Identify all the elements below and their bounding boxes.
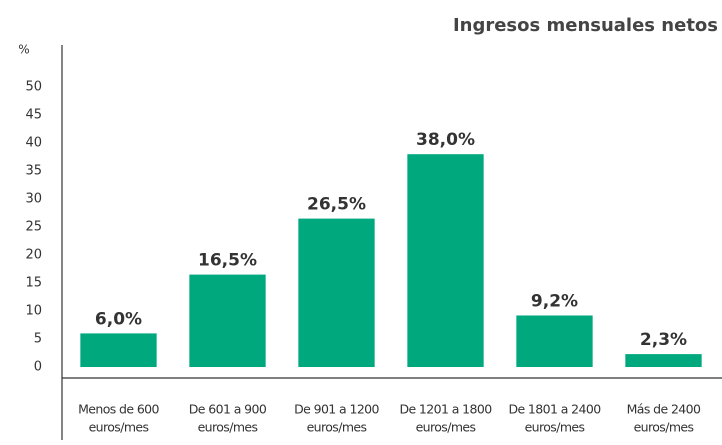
y-tick-label: 45: [25, 108, 42, 123]
y-tick-label: 50: [25, 80, 42, 95]
x-tick-label: Más de 2400: [627, 402, 701, 417]
y-tick-label: 0: [34, 360, 42, 375]
value-label: 16,5%: [198, 251, 257, 271]
y-tick-label: 40: [25, 136, 42, 151]
bar: [625, 354, 702, 367]
value-label: 2,3%: [640, 330, 687, 350]
y-axis-label: %: [18, 43, 29, 57]
chart-title: Ingresos mensuales netos: [453, 15, 718, 36]
y-tick-label: 10: [25, 304, 42, 319]
y-tick-label: 5: [34, 332, 42, 347]
y-tick-label: 15: [25, 276, 42, 291]
value-label: 6,0%: [95, 309, 142, 329]
x-tick-label: De 1201 a 1800: [399, 402, 492, 417]
y-tick-label: 25: [25, 220, 42, 235]
x-tick-label: De 1801 a 2400: [508, 402, 601, 417]
bar: [298, 218, 375, 367]
value-label: 26,5%: [307, 195, 366, 215]
x-tick-label: De 901 a 1200: [294, 402, 379, 417]
x-tick-label: euros/mes: [198, 420, 258, 435]
x-tick-label: euros/mes: [525, 420, 585, 435]
bar: [80, 333, 157, 367]
value-label: 38,0%: [416, 130, 475, 150]
x-tick-label: Menos de 600: [78, 402, 159, 417]
bar: [407, 154, 484, 367]
x-tick-label: euros/mes: [416, 420, 476, 435]
x-tick-label: De 601 a 900: [189, 402, 267, 417]
y-tick-label: 30: [25, 192, 42, 207]
x-tick-label: euros/mes: [89, 420, 149, 435]
y-tick-label: 20: [25, 248, 42, 263]
bar: [189, 274, 266, 367]
value-label: 9,2%: [531, 291, 578, 311]
bar: [516, 315, 593, 367]
x-tick-label: euros/mes: [307, 420, 367, 435]
x-tick-label: euros/mes: [634, 420, 694, 435]
y-tick-label: 35: [25, 164, 42, 179]
